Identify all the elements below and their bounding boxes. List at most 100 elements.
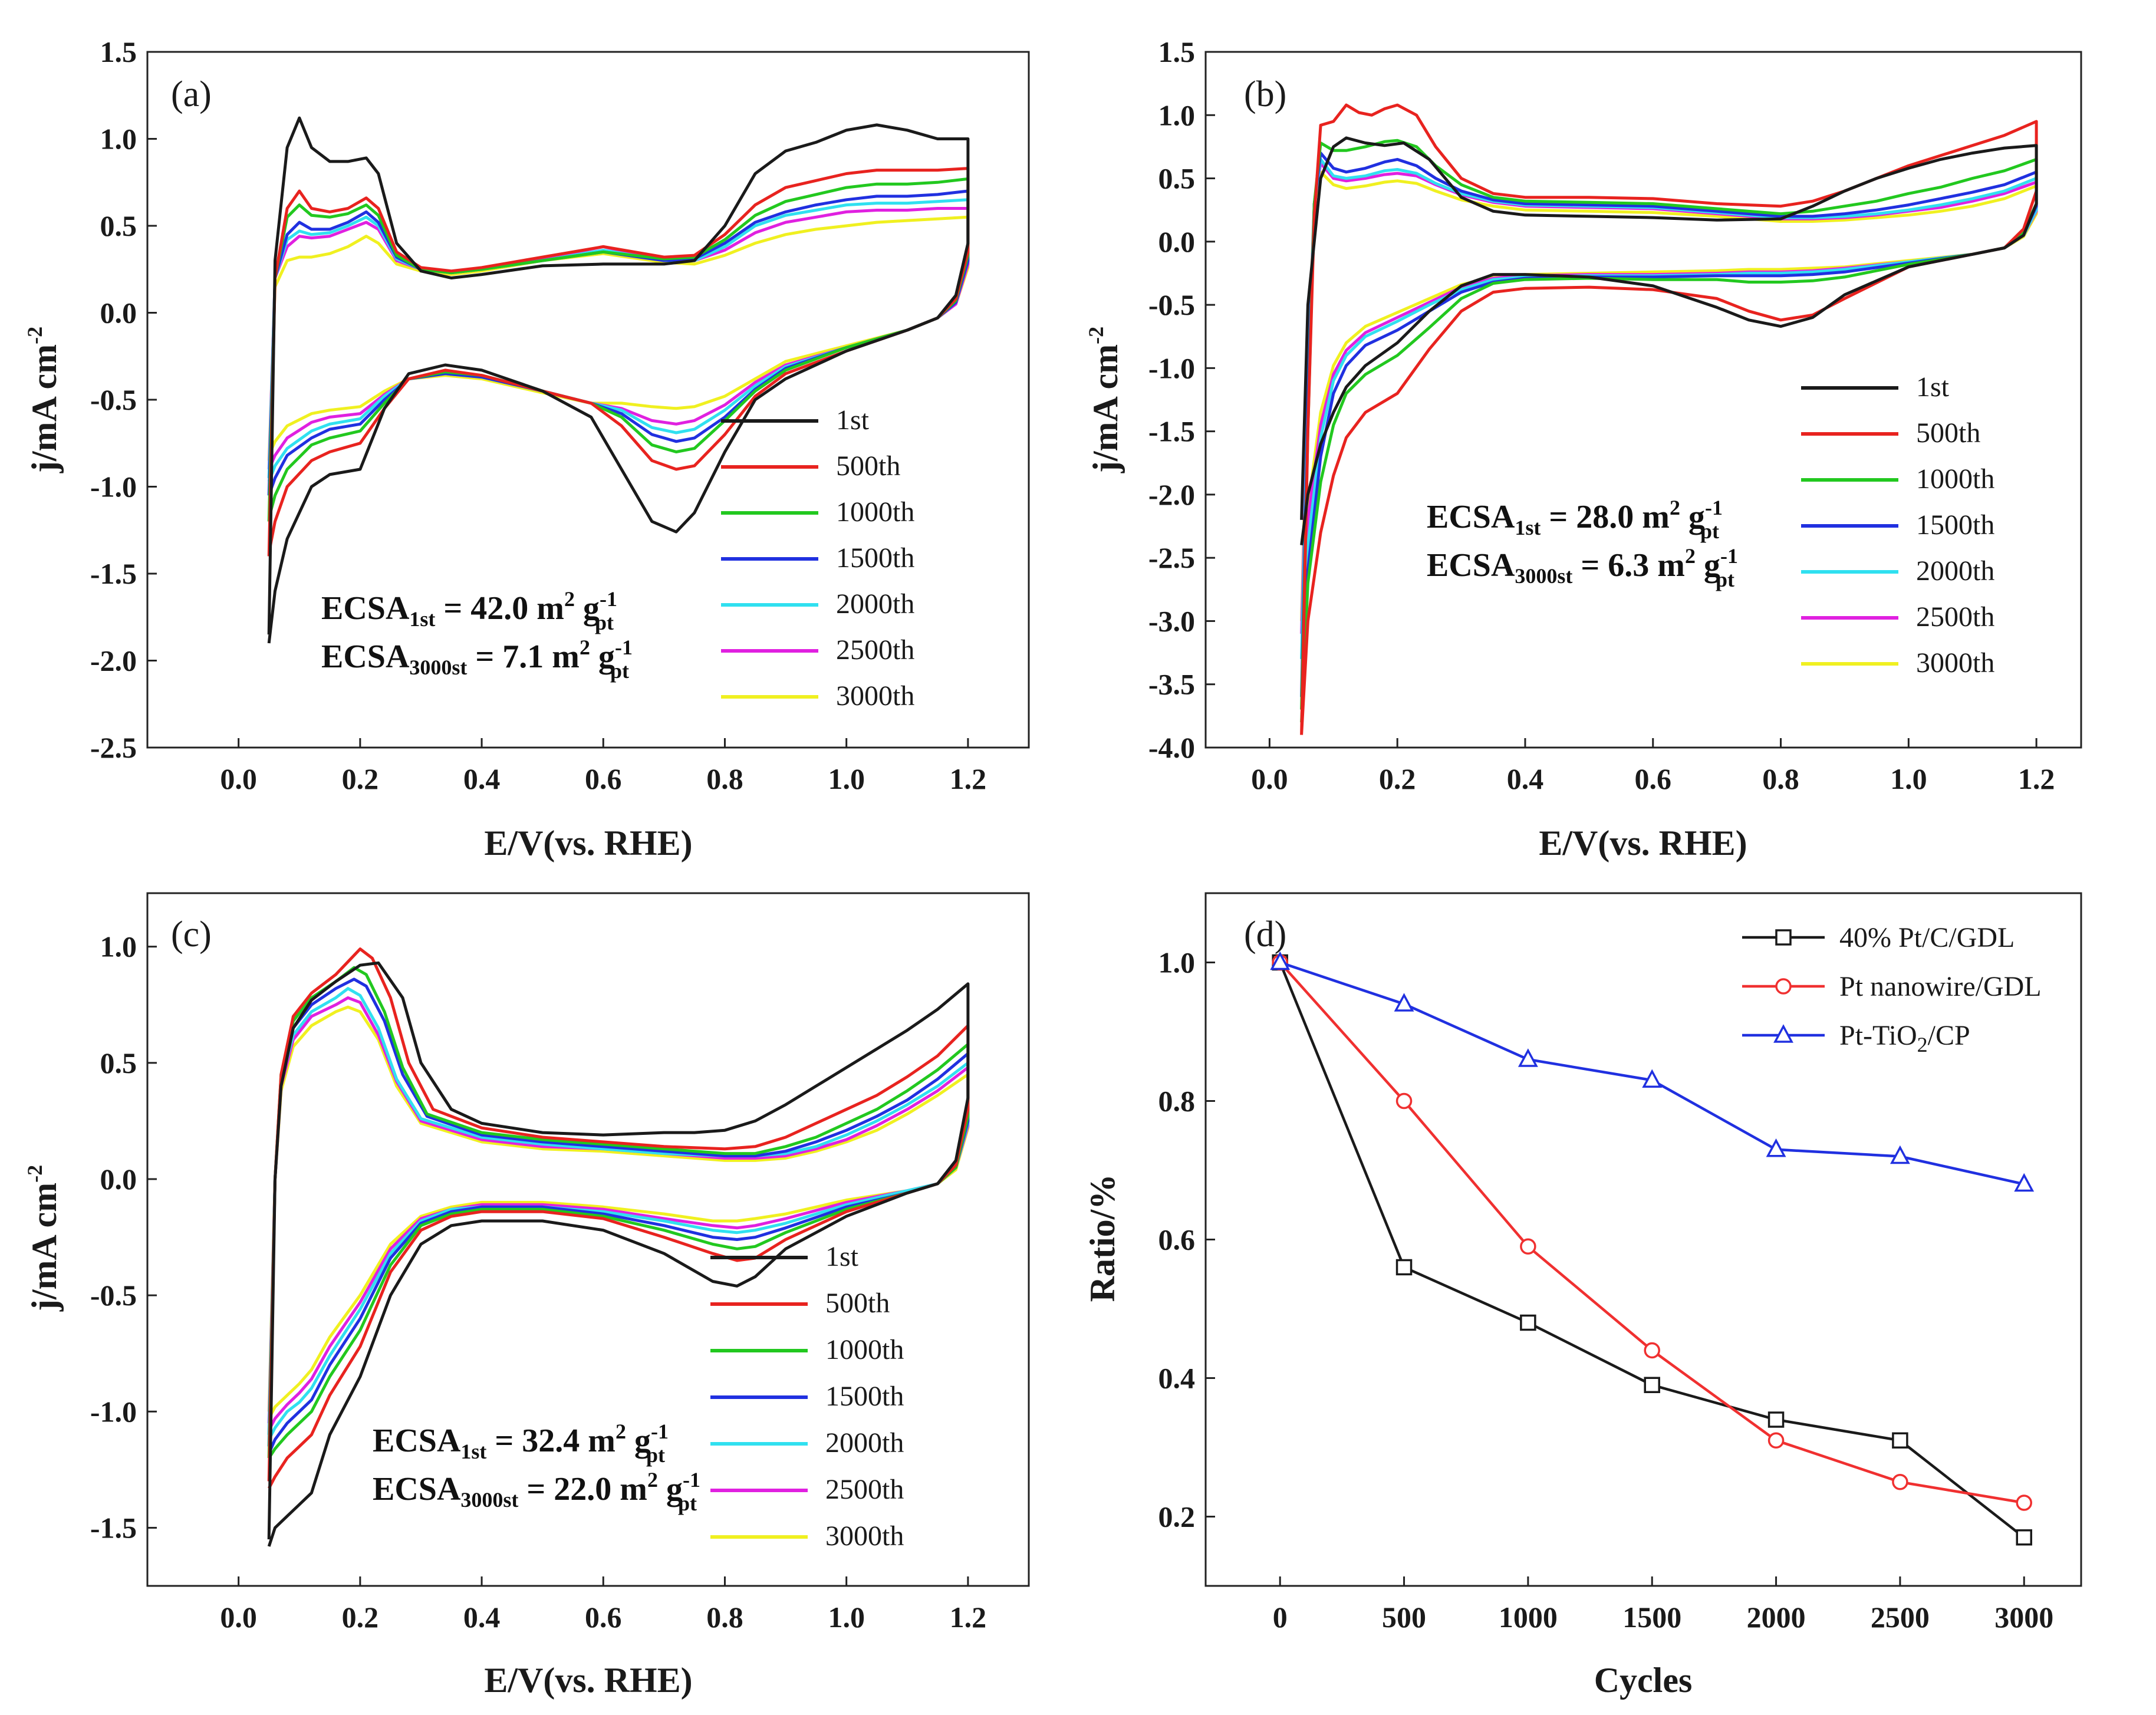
- panel-b-ecsa-line-1: ECSA1st = 28.0 m2 g-1 pt: [1427, 496, 1723, 543]
- panel-b-legend-label-1500th: 1500th: [1916, 509, 1994, 541]
- panel-a-series-1500th-line: [267, 189, 970, 496]
- panel-d-legend-marker-40-pt-c-gdl: [1775, 929, 1792, 946]
- panel-d-point-pt-nanowire-gdl-2000: [1767, 1432, 1785, 1449]
- panel-b-series-500th-line: [1300, 103, 2038, 735]
- panel-d-x-tick-label: 500: [1382, 1601, 1426, 1634]
- panel-d-point-40-pt-c-gdl-500: [1395, 1259, 1413, 1276]
- panel-b-y-tick-label: 1.5: [1158, 35, 1196, 68]
- panel-c-ecsa-line-2: ECSA3000st = 22.0 m2 g-1 pt: [373, 1468, 700, 1515]
- panel-c-y-tick-label: -1.5: [90, 1511, 137, 1544]
- panel-c-y-ticks: 1.0 0.5 0.0 -0.5 -1.0 -1.5: [90, 930, 157, 1544]
- panel-b-y-tick-label: -1.0: [1148, 351, 1195, 384]
- panel-d-point-pt-nanowire-gdl-1000: [1520, 1238, 1536, 1255]
- panel-c-legend-label-2000th: 2000th: [825, 1427, 904, 1459]
- panel-a-x-axis-label: E/V(vs. RHE): [484, 824, 692, 863]
- panel-c-series-1st-line: [267, 961, 970, 1547]
- panel-c-x-tick-label: 0.2: [342, 1601, 379, 1634]
- panel-d-point-pt-nanowire-gdl-3000: [2016, 1495, 2032, 1511]
- panel-b-x-tick-label: 0.2: [1379, 762, 1416, 795]
- panel-a-legend-label-3000th: 3000th: [836, 680, 914, 712]
- panel-c-legend-label-2500th: 2500th: [825, 1474, 904, 1505]
- panel-d-legend-marker-pt-nanowire-gdl: [1775, 978, 1792, 995]
- panel-d-legend-label-40-pt-c-gdl: 40% Pt/C/GDL: [1839, 922, 2015, 953]
- panel-a-y-tick-label: 1.0: [100, 123, 137, 156]
- panel-b-legend-label-2000th: 2000th: [1916, 555, 1994, 587]
- panel-b-x-tick-label: 1.0: [1890, 762, 1927, 795]
- panel-d-x-tick-label: 3000: [1994, 1601, 2053, 1634]
- panel-b-x-tick-label: 1.2: [2018, 762, 2055, 795]
- panel-d-point-pt-tio2-cp-1500: [1642, 1069, 1663, 1088]
- panel-a-series-3000th-line: [267, 215, 970, 461]
- panel-b-series-1000th-line: [1300, 139, 2038, 723]
- panel-d-x-axis-label: Cycles: [1594, 1661, 1693, 1700]
- panel-d-label: (d): [1244, 914, 1286, 954]
- panel-a-ecsa-line-1: ECSA1st = 42.0 m2 g-1 pt: [321, 587, 617, 634]
- panel-b-ecsa-line-2: ECSA3000st = 6.3 m2 g-1 pt: [1427, 544, 1738, 591]
- panel-c-x-ticks: 0.0 0.2 0.4 0.6 0.8 1.0 1.2: [220, 1576, 986, 1634]
- panel-d-legend-marker-pt-tio2-cp: [1773, 1024, 1793, 1043]
- panel-d-x-tick-label: 1500: [1622, 1601, 1681, 1634]
- panel-b-legend-label-2500th: 2500th: [1916, 601, 1994, 633]
- panel-b-chart: (b) E/V(vs. RHE) j/mA cm-2 0.0 0.2 0.4 0.6 0…: [1084, 35, 2082, 863]
- panel-d-point-40-pt-c-gdl-1500: [1644, 1377, 1660, 1393]
- panel-b-x-tick-label: 0.4: [1507, 762, 1544, 795]
- panel-a-x-tick-label: 0.8: [706, 762, 743, 795]
- panel-d-legend-label-pt-tio2-cp: Pt-TiO2/CP: [1839, 1020, 1970, 1056]
- panel-a-series-500th-line: [267, 167, 970, 557]
- panel-d-chart: (d) Cycles Ratio/% 0 500 1000 1500 2000 2500 3…: [1083, 892, 2082, 1700]
- panel-a-y-tick-label: -1.0: [90, 470, 137, 503]
- panel-b-series-2000th-line: [1300, 157, 2038, 659]
- panel-b-series-1500th-line: [1300, 152, 2038, 697]
- panel-b-y-ticks: 1.5 1.0 0.5 0.0 -0.5 -1.0 -1.5 -2.0 -2.5 -3.0 -3.5…: [1148, 35, 1215, 764]
- panel-d-legend: 40% Pt/C/GDL Pt nanowire/GDL Pt-TiO2/CP: [1742, 922, 2042, 1056]
- panel-d-point-pt-tio2-cp-0: [1270, 951, 1291, 970]
- panel-d-x-ticks: 0 500 1000 1500 2000 2500 3000: [1273, 1576, 2053, 1634]
- panel-a-x-tick-label: 0.2: [342, 762, 379, 795]
- panel-a-series-1st-line: [267, 116, 970, 644]
- panel-c-legend: 1st 500th 1000th 1500th 2000th 2500th 3000th: [710, 1241, 904, 1552]
- panel-c-legend-label-1500th: 1500th: [825, 1381, 904, 1412]
- panel-b-label: (b): [1244, 74, 1286, 114]
- panel-d-x-tick-label: 2500: [1871, 1601, 1930, 1634]
- panel-c-x-tick-label: 0.0: [220, 1601, 257, 1634]
- panel-a-x-tick-label: 0.6: [585, 762, 622, 795]
- panel-b-x-axis-label: E/V(vs. RHE): [1539, 824, 1747, 863]
- panel-b-y-tick-label: -1.5: [1148, 415, 1195, 448]
- panel-c-x-axis-label: E/V(vs. RHE): [484, 1661, 692, 1700]
- panel-c-legend-label-3000th: 3000th: [825, 1520, 904, 1552]
- panel-c-x-tick-label: 0.8: [706, 1601, 743, 1634]
- panel-d-y-axis-label: Ratio/%: [1083, 1174, 1122, 1302]
- panel-a-legend-label-1500th: 1500th: [836, 542, 914, 574]
- panel-a-chart: (a) E/V(vs. RHE) j/mA cm-2 0.0 0.2 0.4 0.6 0…: [23, 35, 1030, 863]
- panel-a-legend: 1st 500th 1000th 1500th 2000th 2500th 3000th: [721, 404, 914, 712]
- panel-d-y-tick-label: 0.8: [1158, 1085, 1196, 1118]
- panel-b-series-1st-line: [1300, 136, 2038, 546]
- panel-b-y-tick-label: -4.0: [1148, 731, 1195, 764]
- panel-b-y-axis-label: j/mA cm-2: [1084, 327, 1125, 473]
- panel-d-x-tick-label: 0: [1273, 1601, 1288, 1634]
- panel-a-legend-label-2500th: 2500th: [836, 634, 914, 666]
- panel-c-x-tick-label: 0.4: [463, 1601, 501, 1634]
- panel-d-y-tick-label: 0.2: [1158, 1500, 1196, 1533]
- panel-d-point-pt-nanowire-gdl-500: [1395, 1092, 1413, 1110]
- panel-d-y-ticks: 1.0 0.8 0.6 0.4 0.2: [1158, 946, 1215, 1533]
- panel-a-label: (a): [171, 74, 212, 114]
- panel-c-x-tick-label: 1.2: [950, 1601, 987, 1634]
- panel-b-legend: 1st 500th 1000th 1500th 2000th 2500th 3000th: [1801, 371, 1994, 679]
- panel-c-legend-label-1st: 1st: [825, 1241, 859, 1272]
- panel-d-point-pt-tio2-cp-2500: [1890, 1145, 1910, 1164]
- panel-b-legend-label-1000th: 1000th: [1916, 463, 1994, 495]
- panel-d-legend-label-pt-nanowire-gdl: Pt nanowire/GDL: [1839, 971, 2042, 1002]
- panel-b-legend-label-1st: 1st: [1916, 371, 1950, 403]
- panel-a-legend-label-2000th: 2000th: [836, 588, 914, 620]
- panel-b-y-tick-label: -3.0: [1148, 604, 1195, 637]
- panel-c-legend-label-500th: 500th: [825, 1288, 890, 1319]
- panel-d-point-pt-tio2-cp-3000: [2014, 1173, 2035, 1192]
- panel-a-x-tick-label: 1.0: [828, 762, 865, 795]
- panel-b-y-tick-label: -2.5: [1148, 541, 1195, 574]
- panel-d-y-tick-label: 1.0: [1158, 946, 1196, 979]
- panel-b-y-tick-label: -2.0: [1148, 478, 1195, 511]
